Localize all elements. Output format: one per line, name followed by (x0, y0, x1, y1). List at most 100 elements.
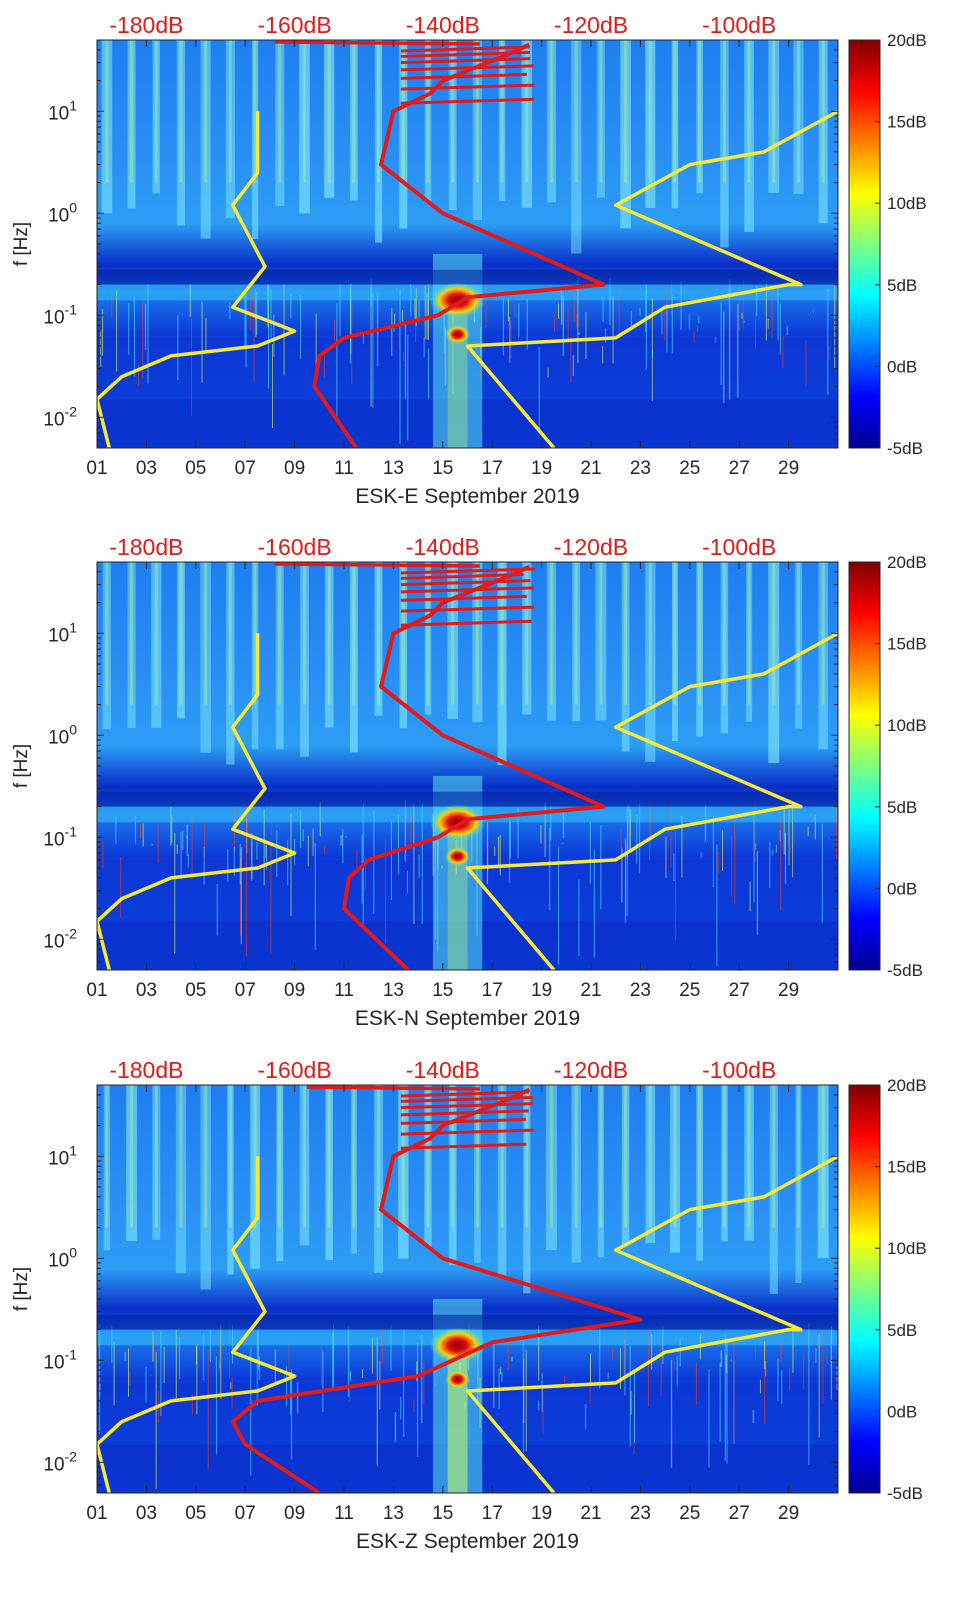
colorbar-label: 0dB (887, 879, 917, 898)
y-tick-label: 101 (48, 97, 77, 124)
secondary-hotspot (444, 846, 471, 867)
top-db-label: -140dB (406, 12, 480, 38)
x-tick-label: 03 (136, 458, 157, 479)
x-tick-label: 01 (86, 458, 107, 479)
secondary-hotspot (444, 324, 471, 345)
colorbar-label: -5dB (887, 1484, 923, 1503)
x-tick-label: 15 (432, 1503, 453, 1524)
x-tick-label: 17 (482, 980, 503, 1001)
x-tick-label: 29 (778, 458, 799, 479)
colorbar-label: 0dB (887, 1402, 917, 1421)
colorbar-label: -5dB (887, 961, 923, 980)
x-axis-label: ESK-Z September 2019 (356, 1530, 579, 1553)
x-tick-label: 09 (284, 458, 305, 479)
y-tick-label: 10-1 (43, 1346, 77, 1373)
microseism-hotspot (429, 1327, 486, 1364)
top-db-label: -180dB (109, 12, 183, 38)
colorbar-label: 10dB (887, 1239, 927, 1258)
noise-model-curve-2 (465, 631, 838, 970)
station-psd-top-segment (274, 40, 480, 46)
x-tick-label: 17 (482, 458, 503, 479)
x-tick-label: 21 (580, 1503, 601, 1524)
y-tick-label: 10-2 (43, 925, 77, 952)
x-tick-label: 05 (185, 458, 206, 479)
x-tick-label: 21 (580, 458, 601, 479)
diurnal-streaks (103, 1085, 829, 1294)
colorbar-label: 20dB (887, 31, 927, 50)
x-tick-label: 11 (334, 980, 354, 1001)
colorbar (849, 40, 880, 448)
colorbar-label: 10dB (887, 194, 927, 213)
station-psd-curve (312, 42, 606, 448)
spectrogram-image (97, 1085, 838, 1493)
spectrogram-panel-2: 01 03 05 07 09 11 13 15 17 19 21 23 25 27 29 ESK-N Sept… (11, 534, 927, 1030)
y-tick-label: 100 (48, 1244, 77, 1271)
spectrogram-panel-1: 01 03 05 07 09 11 13 15 17 19 21 23 25 27 29 ESK-E Sept… (11, 12, 927, 508)
diurnal-streaks (102, 562, 828, 766)
noise-model-curve-1 (97, 1156, 297, 1493)
transient-lines (99, 1323, 838, 1490)
colorbar (849, 562, 880, 970)
top-db-label: -180dB (109, 534, 183, 560)
colorbar-label: 15dB (887, 635, 927, 654)
x-tick-label: 21 (580, 980, 601, 1001)
top-db-label: -100dB (702, 534, 776, 560)
y-axis-label: f [Hz] (11, 222, 32, 266)
y-axis-label: f [Hz] (11, 744, 32, 788)
x-axis-label: ESK-E September 2019 (355, 485, 579, 508)
x-tick-label: 19 (531, 980, 552, 1001)
x-tick-label: 13 (383, 1503, 404, 1524)
transient-lines (102, 800, 837, 967)
x-tick-label: 07 (235, 1503, 256, 1524)
x-tick-label: 27 (729, 980, 750, 1001)
colorbar-label: 20dB (887, 1076, 927, 1095)
x-tick-label: 25 (679, 458, 700, 479)
colorbar-label: 0dB (887, 357, 917, 376)
x-tick-label: 03 (136, 1503, 157, 1524)
microseism-dark-band (97, 269, 838, 285)
microseism-hotspot (429, 282, 486, 319)
microseism-dark-band (97, 791, 838, 807)
noise-model-curve-2 (465, 109, 838, 448)
x-tick-label: 05 (185, 980, 206, 1001)
x-tick-label: 01 (86, 980, 107, 1001)
noise-model-curve-2 (465, 1154, 838, 1493)
top-db-label: -140dB (406, 534, 480, 560)
x-tick-label: 07 (235, 980, 256, 1001)
x-axis-label: ESK-N September 2019 (355, 1007, 580, 1030)
x-tick-label: 23 (630, 1503, 651, 1524)
spectrogram-image (97, 40, 838, 448)
top-db-label: -160dB (258, 534, 332, 560)
spectrogram-panel-3: 01 03 05 07 09 11 13 15 17 19 21 23 25 27 29 ESK-Z Sept… (11, 1057, 927, 1553)
y-tick-label: 10-1 (43, 823, 77, 850)
x-tick-label: 25 (679, 980, 700, 1001)
x-tick-label: 17 (482, 1503, 503, 1524)
x-tick-label: 09 (284, 980, 305, 1001)
top-db-label: -100dB (702, 1057, 776, 1083)
top-db-label: -120dB (554, 534, 628, 560)
colorbar-label: 15dB (887, 113, 927, 132)
top-db-label: -180dB (109, 1057, 183, 1083)
diurnal-streaks (101, 40, 828, 254)
top-db-label: -160dB (258, 12, 332, 38)
microseism-hotspot (429, 804, 486, 841)
x-tick-label: 01 (86, 1503, 107, 1524)
noise-model-curve-1 (97, 111, 297, 448)
station-psd-top-segment (274, 562, 480, 568)
station-psd-high-freq-cluster (274, 562, 536, 627)
secondary-hotspot (444, 1369, 471, 1390)
noise-model-curve-1 (97, 633, 297, 970)
y-tick-label: 10-2 (43, 403, 77, 430)
x-tick-label: 19 (531, 458, 552, 479)
colorbar-label: 5dB (887, 1321, 917, 1340)
y-tick-label: 100 (48, 199, 77, 226)
y-tick-label: 101 (48, 1142, 77, 1169)
x-tick-label: 11 (334, 1503, 354, 1524)
top-db-label: -160dB (258, 1057, 332, 1083)
x-tick-label: 29 (778, 980, 799, 1001)
y-tick-label: 101 (48, 619, 77, 646)
colorbar-label: 20dB (887, 553, 927, 572)
x-tick-label: 09 (284, 1503, 305, 1524)
x-tick-label: 15 (432, 458, 453, 479)
